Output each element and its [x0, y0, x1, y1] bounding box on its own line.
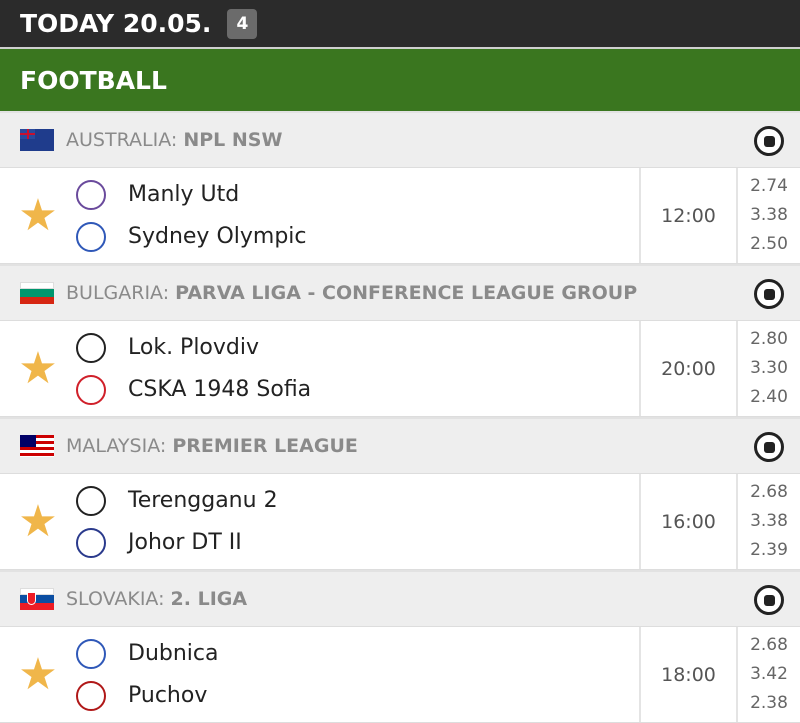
date-title: TODAY 20.05.: [20, 9, 212, 38]
odds[interactable]: 2.68 3.38 2.39: [738, 474, 800, 569]
odds-home[interactable]: 2.80: [750, 329, 788, 349]
match-time: 12:00: [641, 168, 738, 263]
odds[interactable]: 2.74 3.38 2.50: [738, 168, 800, 263]
home-team: Dubnica: [128, 641, 219, 666]
match-row[interactable]: ★ Manly Utd Sydney Olympic 12:00 2.74 3.…: [0, 167, 800, 264]
odds-away[interactable]: 2.39: [750, 540, 788, 560]
away-team-logo: [76, 374, 106, 405]
league-header[interactable]: MALAYSIA: PREMIER LEAGUE: [0, 417, 800, 473]
league-name: BULGARIA: PARVA LIGA - CONFERENCE LEAGUE…: [66, 282, 638, 304]
country-flag-icon: [20, 435, 54, 457]
match-time: 20:00: [641, 321, 738, 416]
odds-draw[interactable]: 3.38: [750, 205, 788, 225]
odds[interactable]: 2.80 3.30 2.40: [738, 321, 800, 416]
favorite-star-icon[interactable]: ★: [18, 343, 58, 394]
odds-draw[interactable]: 3.38: [750, 511, 788, 531]
league-header[interactable]: SLOVAKIA: 2. LIGA: [0, 570, 800, 626]
football-icon: [754, 279, 784, 309]
favorite-star-icon[interactable]: ★: [18, 190, 58, 241]
match-count-badge: 4: [227, 8, 258, 39]
odds-away[interactable]: 2.40: [750, 387, 788, 407]
league-name: MALAYSIA: PREMIER LEAGUE: [66, 435, 358, 457]
away-team: Sydney Olympic: [128, 224, 307, 249]
home-team-logo: [76, 485, 106, 516]
away-team-logo: [76, 527, 106, 558]
league-name: SLOVAKIA: 2. LIGA: [66, 588, 248, 610]
favorite-star-icon[interactable]: ★: [18, 649, 58, 700]
odds-draw[interactable]: 3.42: [750, 664, 788, 684]
country-flag-icon: [20, 129, 54, 151]
odds-away[interactable]: 2.38: [750, 693, 788, 713]
match-time: 16:00: [641, 474, 738, 569]
sport-header: FOOTBALL: [0, 49, 800, 111]
odds-home[interactable]: 2.68: [750, 482, 788, 502]
match-row[interactable]: ★ Terengganu 2 Johor DT II 16:00 2.68 3.…: [0, 473, 800, 570]
league-header[interactable]: AUSTRALIA: NPL NSW: [0, 111, 800, 167]
away-team: Johor DT II: [128, 530, 242, 555]
home-team-logo: [76, 179, 106, 210]
odds[interactable]: 2.68 3.42 2.38: [738, 627, 800, 722]
home-team-logo: [76, 638, 106, 669]
football-icon: [754, 432, 784, 462]
favorite-star-icon[interactable]: ★: [18, 496, 58, 547]
away-team: Puchov: [128, 683, 208, 708]
country-flag-icon: [20, 588, 54, 610]
country-flag-icon: [20, 282, 54, 304]
odds-draw[interactable]: 3.30: [750, 358, 788, 378]
odds-home[interactable]: 2.74: [750, 176, 788, 196]
date-header: TODAY 20.05. 4: [0, 0, 800, 49]
home-team: Terengganu 2: [128, 488, 278, 513]
home-team-logo: [76, 332, 106, 363]
away-team-logo: [76, 221, 106, 252]
match-row[interactable]: ★ Lok. Plovdiv CSKA 1948 Sofia 20:00 2.8…: [0, 320, 800, 417]
match-row[interactable]: ★ Dubnica Puchov 18:00 2.68 3.42 2.38: [0, 626, 800, 723]
match-time: 18:00: [641, 627, 738, 722]
league-header[interactable]: BULGARIA: PARVA LIGA - CONFERENCE LEAGUE…: [0, 264, 800, 320]
away-team: CSKA 1948 Sofia: [128, 377, 312, 402]
home-team: Lok. Plovdiv: [128, 335, 260, 360]
football-icon: [754, 585, 784, 615]
home-team: Manly Utd: [128, 182, 240, 207]
away-team-logo: [76, 680, 106, 711]
odds-away[interactable]: 2.50: [750, 234, 788, 254]
league-name: AUSTRALIA: NPL NSW: [66, 129, 283, 151]
odds-home[interactable]: 2.68: [750, 635, 788, 655]
football-icon: [754, 126, 784, 156]
